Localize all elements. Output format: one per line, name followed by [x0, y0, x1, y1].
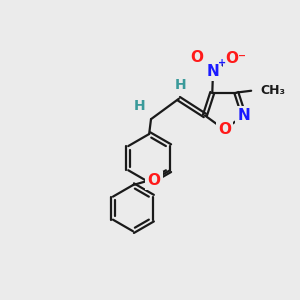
Text: N: N [207, 64, 219, 79]
Text: +: + [218, 58, 226, 68]
Text: O⁻: O⁻ [225, 51, 246, 66]
Text: N: N [237, 108, 250, 123]
Text: H: H [175, 78, 187, 92]
Text: O: O [190, 50, 204, 65]
Text: O: O [148, 173, 160, 188]
Text: O: O [218, 122, 231, 137]
Text: CH₃: CH₃ [260, 84, 285, 97]
Text: H: H [134, 99, 146, 113]
